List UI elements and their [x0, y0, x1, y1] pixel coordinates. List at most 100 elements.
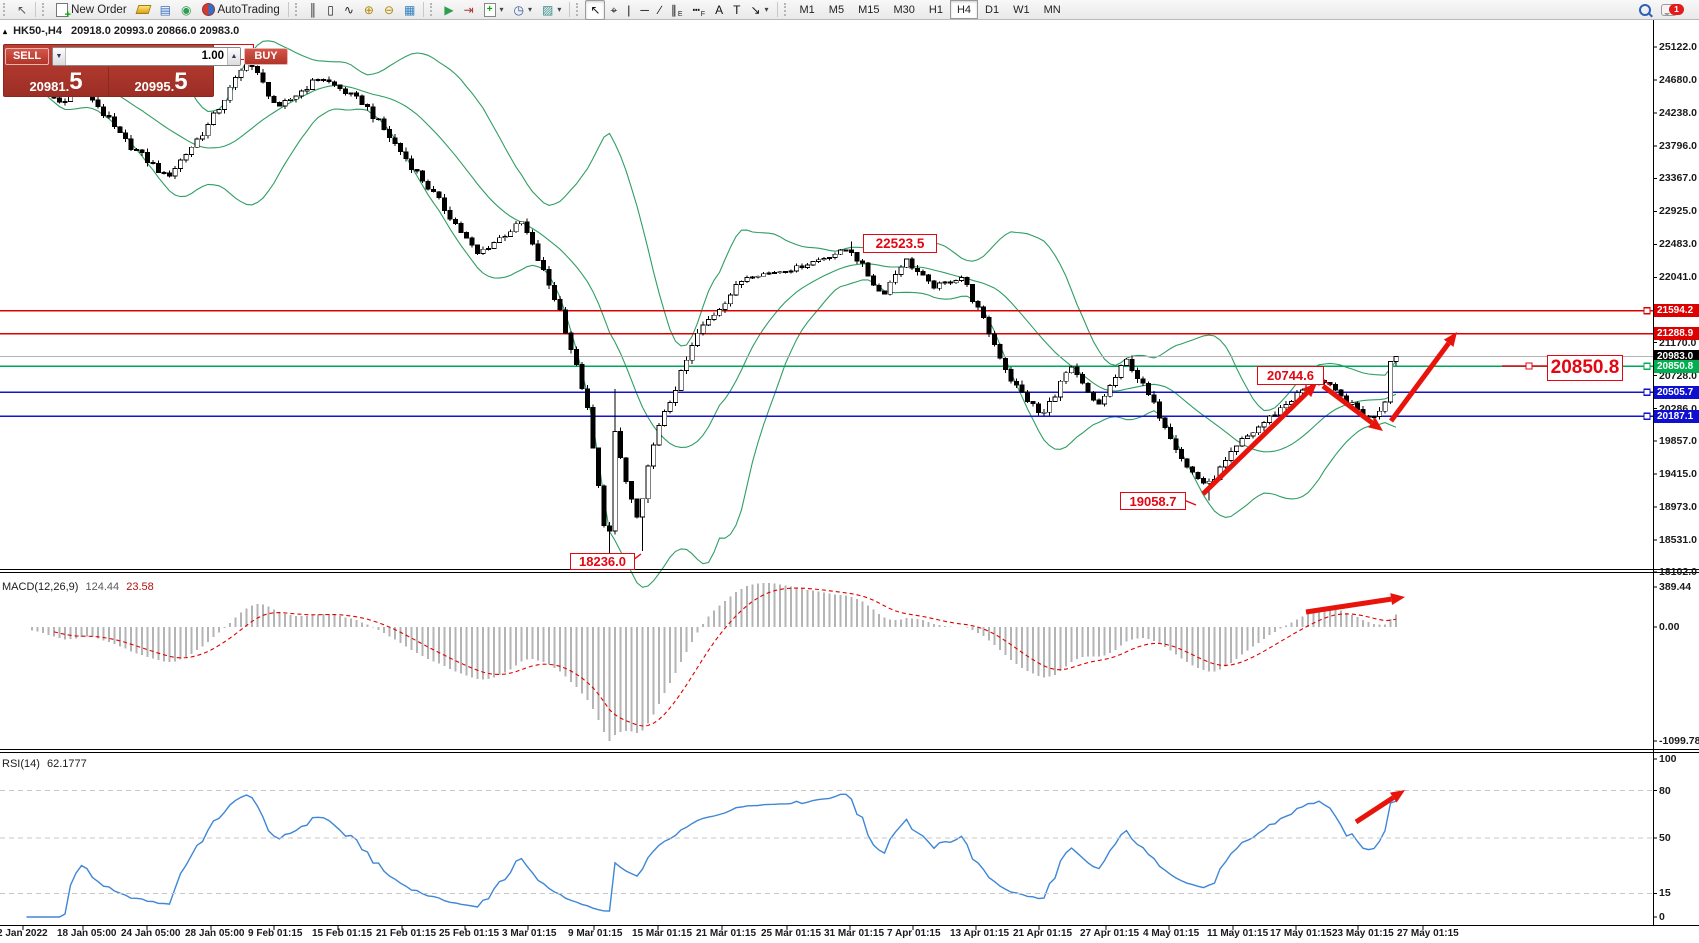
zoom-in-icon-glyph: ⊕	[363, 2, 374, 17]
templates-icon[interactable]: ▨ ▾	[537, 0, 566, 20]
time-axis-label: 11 May 01:15	[1207, 928, 1269, 939]
annotation-price-label[interactable]: 20850.8	[1547, 355, 1623, 381]
fibonacci-tool[interactable]: ┅ F	[688, 0, 711, 20]
caret-down-icon: ▾	[557, 5, 562, 14]
price-tick: 19415.0	[1659, 467, 1697, 480]
time-axis-label: 13 Apr 01:15	[950, 928, 1010, 939]
chart-header: ▴ HK50-,H4 20918.0 20993.0 20866.0 20983…	[3, 25, 239, 37]
volume-increase-button[interactable]: ▲	[227, 47, 240, 65]
time-axis-label: 21 Apr 01:15	[1013, 928, 1073, 939]
horizontal-line-glyph: ─	[640, 2, 649, 17]
chart-cursor-icon-glyph: ↖	[17, 2, 28, 17]
arrows-tool[interactable]: ↘ ▾	[745, 0, 773, 20]
timeframe-mn[interactable]: MN	[1043, 3, 1061, 16]
rsi-axis-tick: 50	[1659, 832, 1671, 844]
autotrading-button[interactable]: AutoTrading	[197, 0, 285, 20]
time-axis-label: 27 Apr 01:15	[1080, 928, 1140, 939]
signal-icon-glyph: ◉	[181, 2, 192, 17]
signal-icon[interactable]: ◉	[176, 0, 196, 20]
sell-price: 20981. 5	[29, 68, 83, 95]
volume-decrease-button[interactable]: ▼	[53, 47, 66, 65]
indicators-icon-glyph: +	[483, 2, 496, 17]
autotrading-icon	[201, 3, 215, 16]
price-line-label: 21594.2	[1654, 304, 1699, 318]
timeframe-m1[interactable]: M1	[799, 3, 815, 16]
new-order-button[interactable]: New Order	[51, 0, 132, 21]
time-axis-label: 7 Apr 01:15	[887, 928, 941, 939]
price-tick: 22483.0	[1659, 238, 1697, 251]
line-chart-icon[interactable]: ∿	[339, 0, 359, 20]
periods-icon[interactable]: ◷ ▾	[509, 0, 538, 20]
auto-scroll-icon-glyph: ▶	[444, 2, 454, 17]
symbol-triangle-icon: ▴	[3, 27, 8, 36]
candlestick-chart-icon-glyph: ▯	[327, 2, 334, 17]
annotation-price-label[interactable]: 18236.0	[570, 553, 635, 570]
text-glyph: A	[715, 2, 724, 17]
price-tick: 23796.0	[1659, 140, 1697, 153]
symbol-period-label: HK50-,H4	[13, 25, 62, 37]
annotation-price-label[interactable]: 22523.5	[863, 234, 937, 253]
time-axis-label: 4 May 01:15	[1143, 928, 1200, 939]
timeframe-h4[interactable]: H4	[949, 0, 979, 19]
macd-axis-tick: -1099.78	[1659, 735, 1699, 747]
bar-chart-icon[interactable]: ║	[304, 0, 323, 20]
time-axis-label: 31 Mar 01:15	[824, 928, 885, 939]
price-tick: 24680.0	[1659, 74, 1697, 87]
time-axis-label: 18 Jan 05:00	[57, 928, 117, 939]
fibonacci-glyph: ┅	[692, 2, 700, 17]
price-tick: 22925.0	[1659, 205, 1697, 218]
time-axis-label: 3 Mar 01:15	[502, 928, 557, 939]
gold-symbol-icon[interactable]	[132, 0, 155, 20]
annotation-price-label[interactable]: 19058.7	[1120, 492, 1186, 510]
horizontal-line-tool[interactable]: ─	[635, 0, 654, 20]
vertical-line-tool[interactable]: |	[622, 0, 635, 20]
zoom-out-icon[interactable]: ⊖	[379, 0, 399, 20]
crosshair-glyph: ⌖	[610, 2, 618, 17]
candlestick-chart-icon[interactable]: ▯	[322, 0, 339, 20]
price-line-label: 20505.7	[1654, 385, 1699, 399]
timeframe-w1[interactable]: W1	[1013, 3, 1030, 16]
indicators-icon[interactable]: + ▾	[479, 0, 509, 20]
market-watch-icon[interactable]: ▤	[155, 0, 176, 20]
price-tick: 18102.0	[1659, 566, 1697, 578]
time-axis-label: 15 Mar 01:15	[632, 928, 693, 939]
time-axis-label: 23 May 01:15	[1332, 928, 1394, 939]
chart-shift-icon[interactable]: ⇥	[459, 0, 479, 20]
price-line-label: 20983.0	[1654, 350, 1699, 364]
volume-input[interactable]	[66, 47, 227, 65]
text-tool[interactable]: A	[710, 0, 728, 20]
timeframe-h1[interactable]: H1	[928, 3, 943, 16]
text-label-tool[interactable]: T	[728, 0, 745, 20]
channel-tool[interactable]: ∥ E	[666, 0, 688, 20]
crosshair-tool[interactable]: ⌖	[605, 0, 622, 20]
tile-windows-icon[interactable]: ▦	[399, 0, 420, 20]
cursor-tool[interactable]: ↖	[585, 0, 606, 20]
text-label-glyph: T	[733, 2, 741, 17]
rsi-indicator-label: RSI(14) 62.1777	[2, 758, 87, 770]
trendline-tool[interactable]: ∕	[654, 0, 666, 20]
time-axis-label: 9 Feb 01:15	[248, 928, 303, 939]
ohlc-values: 20918.0 20993.0 20866.0 20983.0	[71, 25, 240, 37]
timeframe-m5[interactable]: M5	[828, 3, 845, 16]
annotation-price-label[interactable]: 20744.6	[1257, 366, 1324, 385]
sub-letter: F	[700, 10, 706, 18]
time-axis-label: 9 Mar 01:15	[568, 928, 623, 939]
arrows-glyph: ↘	[750, 2, 761, 17]
price-tick: 19857.0	[1659, 434, 1697, 447]
one-click-trading-panel[interactable]: SELL ▼ ▲ BUY 20981.5 20995.5	[3, 44, 288, 97]
timeframe-m30[interactable]: M30	[893, 3, 915, 16]
timeframe-d1[interactable]: D1	[985, 3, 1000, 16]
chat-icon[interactable]: 1	[1661, 3, 1684, 16]
buy-button[interactable]: BUY	[244, 47, 288, 65]
auto-scroll-icon[interactable]: ▶	[439, 0, 458, 20]
search-icon[interactable]	[1639, 3, 1651, 16]
sell-button[interactable]: SELL	[5, 47, 49, 65]
macd-axis-tick: 0.00	[1659, 621, 1680, 633]
time-axis-label: 21 Mar 01:15	[696, 928, 757, 939]
chart-cursor-icon[interactable]: ↖	[12, 0, 32, 20]
zoom-in-icon[interactable]: ⊕	[359, 0, 379, 20]
timeframe-m15[interactable]: M15	[858, 3, 880, 16]
price-tick: 24238.0	[1659, 107, 1697, 120]
